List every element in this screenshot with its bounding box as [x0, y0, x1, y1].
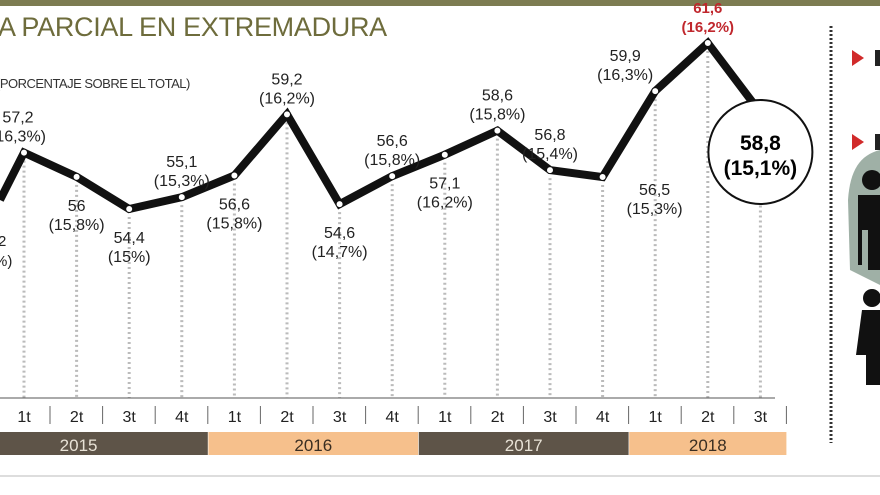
chart-title: A PARCIAL EN EXTREMADURA	[0, 12, 387, 42]
data-label-value: 56,8	[534, 127, 565, 144]
data-label-pct: (14,7%)	[312, 244, 368, 261]
data-label-pct: (15,8%)	[49, 217, 105, 234]
data-label-value: 61,6	[693, 0, 722, 17]
cropped-text	[875, 50, 880, 66]
data-label-pct: (16,3%)	[0, 129, 46, 146]
year-label: 2015	[60, 436, 98, 455]
data-label-value: 56,5	[639, 182, 670, 199]
woman-icon	[863, 289, 880, 307]
data-label-pct: (15,8%)	[469, 107, 525, 124]
cropped-text	[875, 134, 880, 150]
tick-label: 2t	[491, 409, 505, 426]
data-point	[177, 193, 186, 202]
bottom-divider	[0, 475, 880, 477]
tick-label: 3t	[754, 409, 768, 426]
partial-label-value: 2	[0, 233, 6, 250]
data-label-value: 57,2	[2, 110, 33, 127]
data-label-value: 59,2	[271, 71, 302, 88]
data-label-value: 54,6	[324, 225, 355, 242]
red-triangle-icon	[852, 50, 864, 66]
data-point	[72, 172, 81, 181]
tick-label: 3t	[543, 409, 557, 426]
chart-subtitle: (PORCENTAJE SOBRE EL TOTAL)	[0, 76, 190, 91]
partial-label-pct: %)	[0, 253, 12, 270]
data-label-pct: (15,8%)	[364, 152, 420, 169]
data-label-pct: (15,4%)	[522, 146, 578, 163]
data-point	[493, 126, 502, 135]
data-point	[651, 87, 660, 96]
data-label-value: 56	[68, 198, 86, 215]
data-label-pct: (16,2%)	[417, 195, 473, 212]
tick-label: 4t	[175, 409, 189, 426]
tick-label: 1t	[438, 409, 452, 426]
woman-icon	[856, 310, 880, 385]
year-label: 2017	[505, 436, 543, 455]
data-label-value: 57,1	[429, 176, 460, 193]
man-icon	[862, 170, 880, 190]
data-label-pct: (16,2%)	[682, 19, 735, 36]
data-label-pct: (15,1%)	[724, 157, 798, 180]
tick-label: 1t	[17, 409, 31, 426]
year-bar	[629, 432, 787, 455]
top-bar	[0, 0, 880, 6]
data-label-value: 54,4	[114, 230, 145, 247]
data-label-pct: (16,2%)	[259, 90, 315, 107]
tick-label: 4t	[386, 409, 400, 426]
tick-label: 1t	[649, 409, 663, 426]
data-label-value: 58,6	[482, 88, 513, 105]
data-label-pct: (15%)	[108, 249, 151, 266]
tick-label: 3t	[333, 409, 347, 426]
data-label-value: 56,6	[377, 133, 408, 150]
tick-label: 2t	[701, 409, 715, 426]
current-value-circle	[707, 99, 814, 205]
series-line	[0, 37, 764, 214]
data-point	[283, 110, 291, 119]
year-bar	[418, 432, 629, 455]
year-label: 2018	[689, 436, 727, 455]
year-bar	[208, 432, 419, 455]
tick-label: 3t	[123, 409, 137, 426]
data-label-pct: (16,3%)	[597, 67, 653, 84]
data-label-value: 56,6	[219, 197, 250, 214]
data-point	[598, 173, 607, 182]
red-triangle-icon	[852, 134, 864, 150]
tick-label: 4t	[596, 409, 610, 426]
data-point	[440, 150, 449, 159]
tick-label: 1t	[228, 409, 242, 426]
data-point	[388, 172, 397, 181]
tick-label: 2t	[70, 409, 84, 426]
data-label-pct: (15,3%)	[154, 173, 210, 190]
year-bar	[0, 432, 208, 455]
data-point	[546, 166, 554, 175]
data-label-pct: (15,8%)	[206, 216, 262, 233]
data-point	[703, 39, 712, 47]
data-label-pct: (15,3%)	[627, 201, 683, 218]
year-label: 2016	[294, 436, 332, 455]
data-point	[125, 205, 134, 213]
data-label-value: 59,9	[610, 48, 641, 65]
data-label-value: 58,8	[740, 132, 781, 155]
data-point	[230, 171, 239, 180]
data-label-value: 55,1	[166, 154, 197, 171]
man-icon	[858, 195, 880, 270]
data-point	[335, 200, 344, 209]
data-point	[20, 148, 28, 157]
tick-label: 2t	[280, 409, 294, 426]
